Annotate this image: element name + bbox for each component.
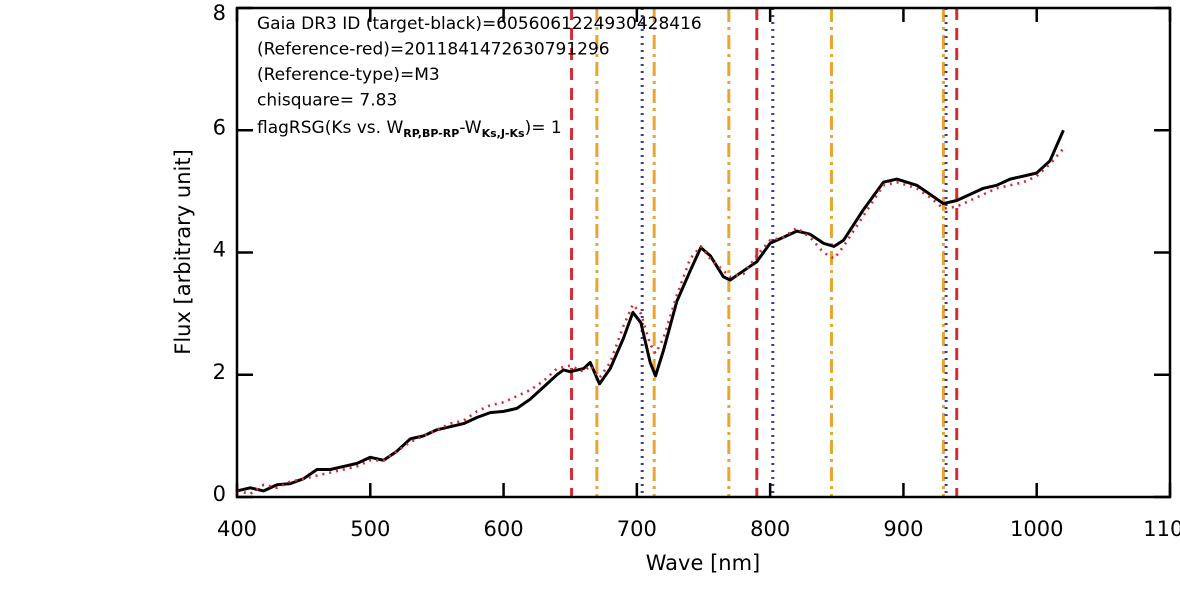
annotation-part: flagRSG(Ks vs. W <box>257 118 403 138</box>
annotation-part: -W <box>459 118 481 138</box>
annotation: Gaia DR3 ID (target-black)=6056061224930… <box>257 14 702 34</box>
annotation-part: Ks,J-Ks <box>482 127 525 140</box>
annotation: (Reference-red)=2011841472630791296 <box>257 40 610 60</box>
x-tick-label: 600 <box>484 517 524 541</box>
y-tick-label: 0 <box>213 482 226 506</box>
data-line <box>236 129 1065 493</box>
y-tick-label: 8 <box>213 1 226 25</box>
y-tick-label: 6 <box>213 115 226 139</box>
x-tick-label: 500 <box>350 517 390 541</box>
x-tick-label: 900 <box>883 517 923 541</box>
x-tick-label: 400 <box>217 517 257 541</box>
annotation: (Reference-type)=M3 <box>257 65 440 85</box>
annotation: flagRSG(Ks vs. WRP,BP-RP-WKs,J-Ks)= 1 <box>257 118 562 140</box>
annotation-part: )= 1 <box>525 118 562 138</box>
x-tick-label: 700 <box>617 517 657 541</box>
x-tick-label: 1000 <box>1010 517 1063 541</box>
y-tick-label: 4 <box>213 238 226 262</box>
y-axis-label: Flux [arbitrary unit] <box>171 149 195 355</box>
x-tick-label: 800 <box>750 517 790 541</box>
annotation: chisquare= 7.83 <box>257 91 397 111</box>
annotation-part: RP,BP-RP <box>403 127 459 140</box>
x-axis-label: Wave [nm] <box>646 551 760 575</box>
y-tick-label: 2 <box>213 360 226 384</box>
